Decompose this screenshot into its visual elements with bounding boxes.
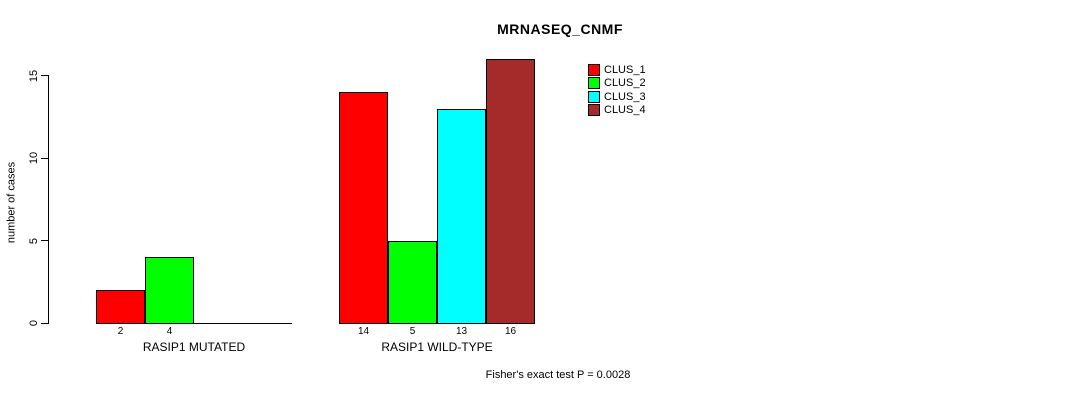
bar-value-label: 4 [166, 326, 173, 337]
legend-swatch [588, 64, 600, 76]
legend-swatch [588, 103, 600, 116]
legend-swatch [588, 77, 600, 90]
bar-value-label: 14 [357, 326, 370, 337]
legend-label: CLUS_3 [604, 90, 646, 103]
legend-item: CLUS_1 [588, 64, 678, 76]
bar [437, 108, 486, 324]
bar [388, 240, 437, 324]
y-tick [41, 157, 48, 159]
bar [96, 290, 145, 324]
bar [145, 257, 194, 324]
y-tick [41, 240, 48, 241]
bar [339, 92, 388, 324]
bar-value-label: 13 [455, 326, 468, 337]
legend-item: CLUS_2 [588, 77, 678, 90]
chart-title: MRNASEQ_CNMF [497, 21, 623, 37]
y-tick [41, 322, 48, 324]
bar-value-label: 5 [409, 326, 416, 337]
y-tick-label: 5 [28, 237, 40, 244]
group-baseline [96, 323, 292, 324]
y-axis-line [48, 75, 49, 324]
group-label: RASIP1 MUTATED [142, 340, 246, 354]
legend-swatch [588, 90, 600, 103]
bar-value-label: 2 [117, 326, 124, 337]
legend-label: CLUS_1 [604, 64, 646, 76]
fisher-test-annotation: Fisher's exact test P = 0.0028 [485, 369, 631, 381]
y-tick-label: 0 [28, 319, 40, 327]
legend-label: CLUS_2 [604, 77, 646, 90]
legend-label: CLUS_4 [604, 103, 646, 116]
y-tick-label: 10 [28, 151, 40, 165]
y-tick-label: 15 [28, 69, 40, 82]
y-axis-title: number of cases [5, 161, 18, 244]
bar-value-label: 16 [504, 326, 517, 337]
legend-item: CLUS_4 [588, 103, 678, 116]
y-tick [41, 75, 48, 76]
group-label: RASIP1 WILD-TYPE [381, 340, 493, 354]
legend-item: CLUS_3 [588, 90, 678, 103]
bar [486, 59, 535, 324]
